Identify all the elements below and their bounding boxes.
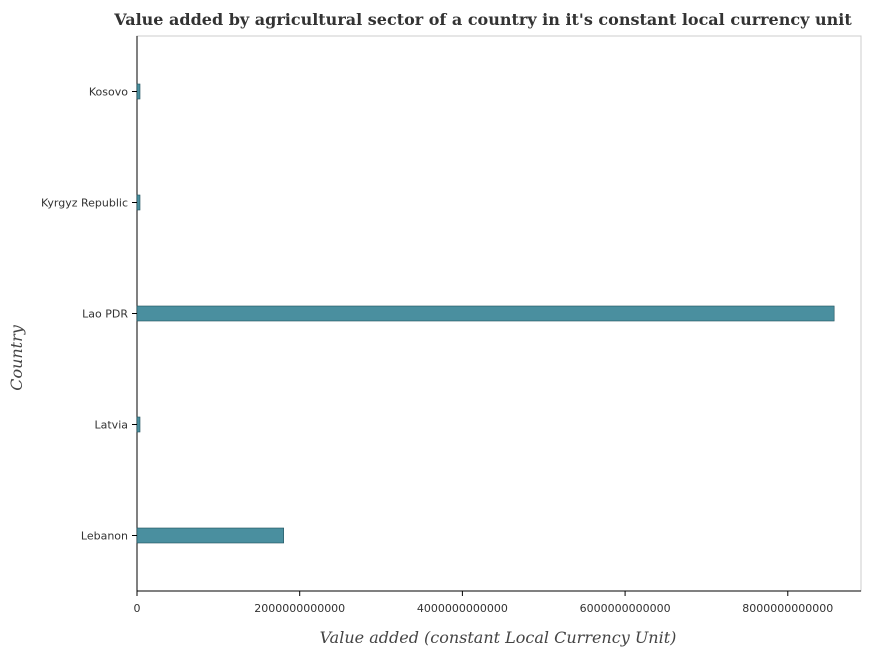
x-tick-label: 0 bbox=[134, 602, 141, 615]
x-tick-label: 2000000000000 bbox=[254, 602, 345, 615]
bar-kosovo bbox=[136, 83, 141, 100]
y-tick-label: Lao PDR bbox=[82, 308, 128, 321]
x-axis-label: Value added (constant Local Currency Uni… bbox=[320, 628, 677, 647]
bar-latvia bbox=[136, 416, 141, 433]
bar-lebanon bbox=[136, 527, 284, 544]
y-tick-label: Latvia bbox=[95, 419, 129, 432]
y-tick-label: Kyrgyz Republic bbox=[41, 197, 128, 210]
y-tick-label: Lebanon bbox=[81, 530, 128, 543]
x-tick-label: 6000000000000 bbox=[580, 602, 671, 615]
bar-kyrgyz-republic bbox=[136, 194, 141, 211]
y-axis-label: Country bbox=[7, 324, 26, 391]
x-tick-label: 8000000000000 bbox=[742, 602, 833, 615]
y-tick-label: Kosovo bbox=[89, 86, 128, 99]
chart-title: Value added by agricultural sector of a … bbox=[113, 10, 852, 29]
x-tick-label: 4000000000000 bbox=[417, 602, 508, 615]
bar-lao-pdr bbox=[136, 305, 835, 322]
plot-area: 0 2000000000000 4000000000000 6000000000000… bbox=[41, 35, 862, 615]
